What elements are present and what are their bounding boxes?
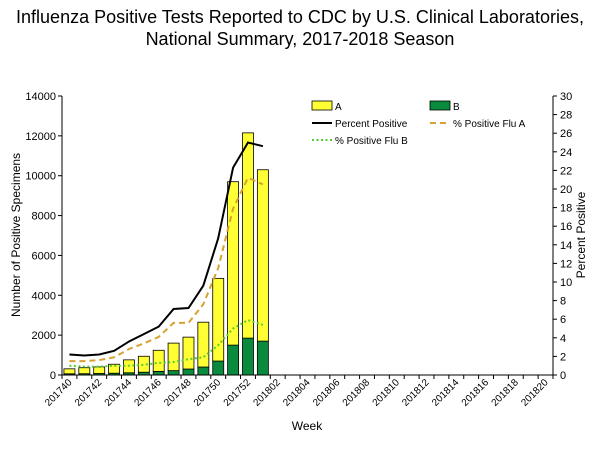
y-tick-label: 10000 — [25, 171, 56, 183]
legend-label: B — [453, 102, 460, 113]
line-positive-flu-b — [69, 319, 264, 368]
bar-a — [256, 169, 269, 342]
x-tick-label: 201746 — [132, 377, 164, 409]
lines-layer — [69, 141, 264, 368]
x-tick-label: 201804 — [281, 377, 313, 409]
legend-label: A — [335, 102, 342, 113]
x-tick-label: 201816 — [460, 377, 492, 409]
bar-a — [197, 321, 210, 368]
x-tick-label: 201820 — [519, 377, 551, 409]
bar-a — [227, 181, 240, 346]
x-tick-label: 201818 — [490, 377, 522, 409]
y2-tick-label: 20 — [560, 184, 572, 196]
bar-a — [167, 342, 180, 372]
bar-a — [93, 366, 106, 374]
y-tick-label: 4000 — [32, 290, 56, 302]
bar-b — [167, 370, 180, 376]
bar-b — [212, 360, 225, 376]
x-tick-label: 201744 — [103, 377, 135, 409]
y2-tick-label: 28 — [560, 110, 572, 122]
bar-b — [256, 340, 269, 376]
x-tick-label: 201814 — [430, 377, 462, 409]
line-percent-positive — [69, 141, 264, 357]
bar-a — [242, 132, 254, 339]
x-tick-label: 201740 — [43, 377, 75, 409]
legend: A B Percent Positive % Positive Flu A % Posi… — [311, 100, 526, 147]
bar-a — [212, 277, 225, 362]
bar-b — [197, 366, 210, 376]
y2-tick-label: 10 — [560, 277, 572, 289]
legend-swatch — [311, 100, 333, 111]
y2-tick-label: 14 — [560, 240, 572, 252]
bars-layer — [63, 132, 269, 376]
y2-tick-label: 16 — [560, 221, 572, 233]
x-tick-label: 201806 — [311, 377, 343, 409]
x-tick-label: 201812 — [400, 377, 432, 409]
y-tick-label: 6000 — [32, 250, 56, 262]
y2-tick-label: 0 — [560, 370, 566, 382]
y-tick-label: 12000 — [25, 131, 56, 143]
y2-tick-label: 2 — [560, 351, 566, 363]
x-tick-label: 201752 — [222, 377, 254, 409]
legend-label: % Positive Flu B — [335, 136, 408, 147]
y2-tick-label: 26 — [560, 128, 572, 140]
legend-label: % Positive Flu A — [453, 119, 526, 130]
y-tick-label: 14000 — [25, 91, 56, 103]
bar-a — [78, 367, 91, 375]
x-axis-label: Week — [292, 419, 323, 433]
bar-a — [152, 349, 165, 372]
y-axis-label: Number of Positive Specimens — [9, 153, 23, 317]
y2-tick-label: 6 — [560, 314, 566, 326]
y2-tick-label: 24 — [560, 147, 572, 159]
x-tick-label: 201808 — [341, 377, 373, 409]
chart-subtitle: National Summary, 2017-2018 Season — [145, 29, 455, 49]
bar-a — [182, 336, 195, 370]
y2-tick-label: 22 — [560, 165, 572, 177]
y2-tick-label: 30 — [560, 91, 572, 103]
x-tick-label: 201802 — [251, 377, 283, 409]
bar-a — [108, 363, 120, 374]
y-tick-label: 8000 — [32, 211, 56, 223]
y2-tick-label: 8 — [560, 296, 566, 308]
y2-axis-label: Percent Positive — [574, 191, 588, 278]
legend-swatch — [429, 100, 451, 111]
axes-layer: 0200040006000800010000120001400002468101… — [25, 91, 572, 409]
x-tick-label: 201810 — [371, 377, 403, 409]
legend-label: Percent Positive — [335, 119, 408, 130]
x-tick-label: 201742 — [73, 377, 105, 409]
chart-title: Influenza Positive Tests Reported to CDC… — [16, 7, 584, 27]
x-tick-label: 201748 — [162, 377, 194, 409]
x-tick-label: 201750 — [192, 377, 224, 409]
bar-b — [242, 337, 254, 376]
y2-tick-label: 4 — [560, 333, 566, 345]
y2-tick-label: 18 — [560, 203, 572, 215]
bar-a — [63, 368, 76, 375]
bar-b — [182, 368, 195, 376]
y-tick-label: 0 — [50, 370, 56, 382]
y2-tick-label: 12 — [560, 258, 572, 270]
y-tick-label: 2000 — [32, 330, 56, 342]
bar-b — [227, 344, 240, 376]
line-positive-flu-a — [69, 176, 264, 363]
bar-b — [152, 371, 165, 376]
